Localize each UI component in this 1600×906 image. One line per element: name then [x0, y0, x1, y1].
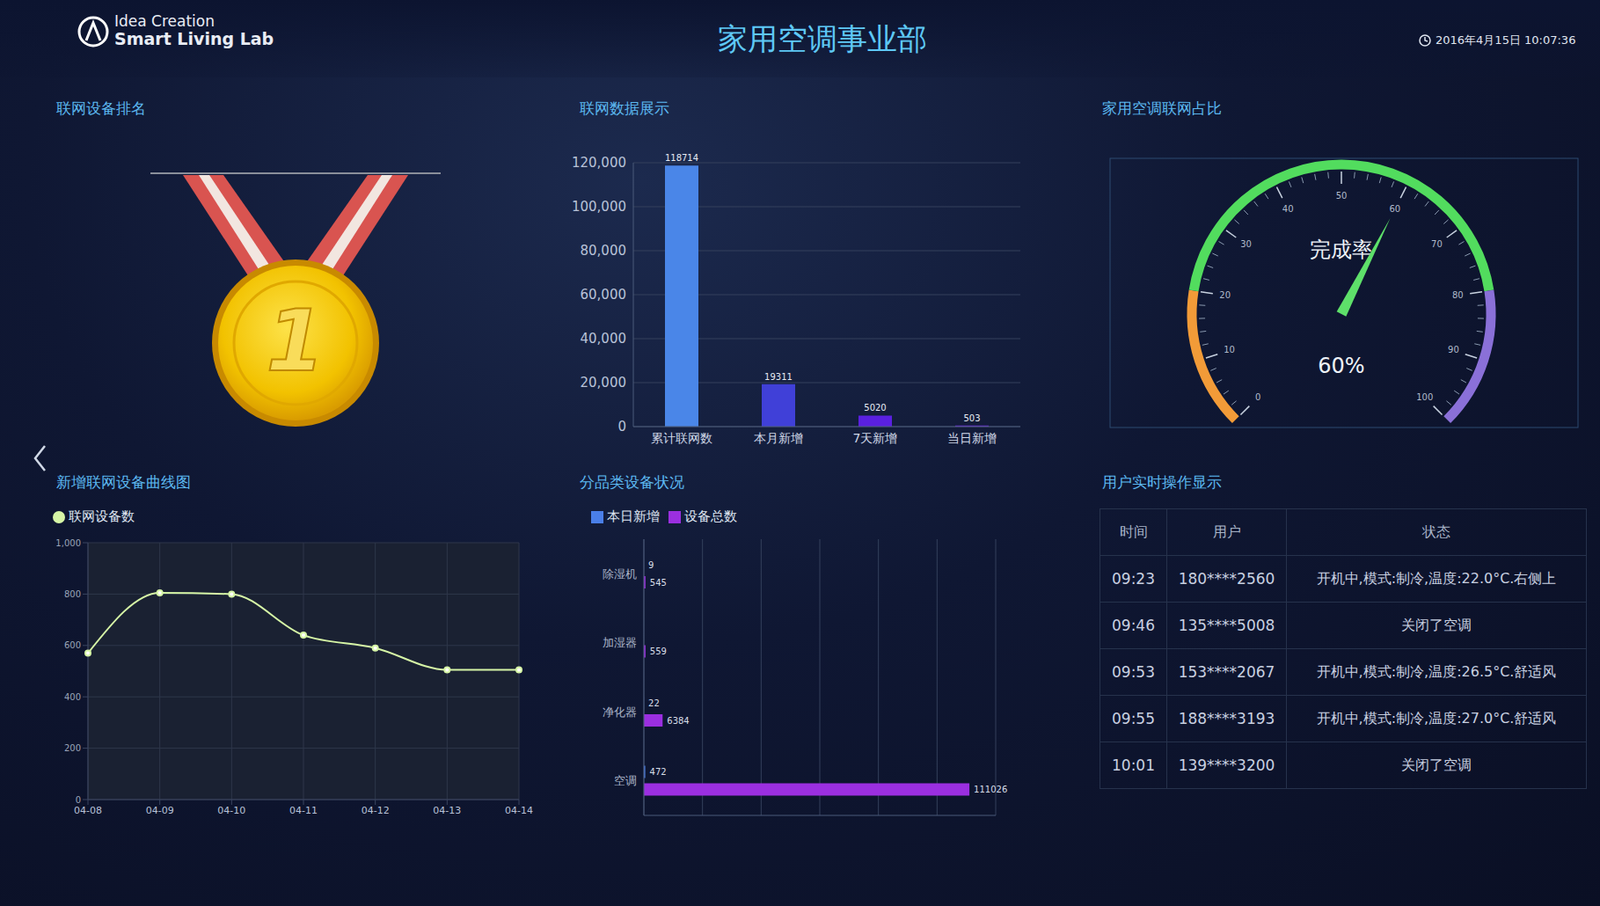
html-text:Smart Living Lab: Smart Living Lab	[114, 29, 274, 49]
svg-text:20,000: 20,000	[580, 374, 628, 391]
svg-text:04-09: 04-09	[146, 804, 175, 817]
html-text:联网设备数: 联网设备数	[68, 508, 135, 525]
svg-text:111026: 111026	[973, 784, 1008, 795]
svg-text:800: 800	[64, 589, 81, 600]
svg-text:04-10: 04-10	[217, 804, 246, 817]
svg-text:400: 400	[64, 692, 81, 702]
svg-text:04-13: 04-13	[432, 804, 461, 817]
svg-text:120,000: 120,000	[571, 154, 627, 171]
html-text:开机中,模式:制冷,温度:26.5°C.舒适风: 开机中,模式:制冷,温度:26.5°C.舒适风	[1316, 662, 1557, 680]
svg-text:80,000: 80,000	[580, 242, 628, 259]
svg-text:545: 545	[650, 577, 667, 588]
svg-text:70: 70	[1431, 239, 1443, 249]
html-text:180****2560: 180****2560	[1178, 569, 1275, 588]
svg-text:100,000: 100,000	[571, 198, 627, 215]
html-text:新增联网设备曲线图: 新增联网设备曲线图	[56, 473, 191, 491]
svg-text:完成率: 完成率	[1309, 237, 1374, 263]
html-text:本日新增: 本日新增	[606, 508, 660, 525]
svg-text:40,000: 40,000	[580, 330, 628, 347]
svg-text:加湿器: 加湿器	[602, 635, 637, 650]
svg-text:80: 80	[1452, 290, 1464, 300]
html-text:Idea Creation: Idea Creation	[114, 12, 215, 30]
html-text:关闭了空调: 关闭了空调	[1401, 756, 1472, 773]
svg-text:60%: 60%	[1317, 353, 1365, 379]
html-text:联网设备排名: 联网设备排名	[56, 99, 147, 117]
html-text:2016年4月15日 10:07:36: 2016年4月15日 10:07:36	[1435, 33, 1576, 47]
html-text:188****3193: 188****3193	[1178, 709, 1275, 728]
html-text:153****2067: 153****2067	[1178, 663, 1275, 681]
svg-text:40: 40	[1282, 204, 1294, 214]
html-text:用户: 用户	[1212, 522, 1241, 540]
svg-text:9: 9	[648, 560, 654, 570]
html-text:135****5008: 135****5008	[1178, 616, 1275, 635]
svg-text:50: 50	[1336, 190, 1348, 201]
svg-text:04-08: 04-08	[73, 804, 103, 817]
svg-text:04-12: 04-12	[361, 804, 390, 817]
svg-text:04-11: 04-11	[289, 804, 318, 817]
html-text:开机中,模式:制冷,温度:22.0°C.右侧上: 开机中,模式:制冷,温度:22.0°C.右侧上	[1316, 569, 1557, 587]
svg-text:04-14: 04-14	[504, 804, 534, 817]
html-text:用户实时操作显示: 用户实时操作显示	[1102, 473, 1222, 491]
html-text:家用空调联网占比: 家用空调联网占比	[1102, 99, 1222, 117]
svg-text:600: 600	[64, 640, 81, 651]
html-text:家用空调事业部: 家用空调事业部	[717, 21, 928, 57]
html-text:状态: 状态	[1422, 522, 1451, 540]
svg-text:除湿机: 除湿机	[602, 567, 637, 581]
svg-text:10: 10	[1223, 344, 1235, 355]
svg-text:19311: 19311	[764, 372, 793, 382]
svg-text:当日新增: 当日新增	[947, 431, 997, 446]
svg-text:本月新增: 本月新增	[753, 431, 804, 446]
html-text:联网数据展示: 联网数据展示	[579, 99, 670, 117]
html-text:设备总数: 设备总数	[684, 508, 738, 525]
svg-text:0: 0	[75, 795, 81, 805]
svg-text:7天新增: 7天新增	[853, 431, 899, 446]
svg-text:净化器: 净化器	[602, 705, 637, 719]
svg-text:6384: 6384	[666, 715, 689, 726]
svg-text:200: 200	[64, 743, 81, 753]
html-text:时间: 时间	[1119, 522, 1148, 540]
html-text:139****3200: 139****3200	[1178, 756, 1275, 775]
html-text:10:01: 10:01	[1111, 756, 1155, 775]
svg-text:0: 0	[1255, 392, 1261, 402]
svg-text:22: 22	[648, 698, 660, 709]
svg-text:60,000: 60,000	[580, 286, 628, 303]
svg-text:0: 0	[617, 418, 627, 435]
svg-text:1: 1	[266, 292, 326, 391]
svg-text:60: 60	[1388, 204, 1401, 214]
svg-text:5020: 5020	[863, 402, 886, 413]
svg-text:空调: 空调	[613, 774, 637, 788]
html-text:09:46: 09:46	[1111, 616, 1155, 635]
html-text:分品类设备状况: 分品类设备状况	[579, 473, 685, 491]
svg-text:118714: 118714	[664, 153, 699, 163]
svg-text:90: 90	[1447, 344, 1460, 355]
svg-text:559: 559	[650, 646, 667, 657]
svg-text:100: 100	[1416, 392, 1433, 402]
svg-text:503: 503	[963, 413, 980, 424]
html-text:09:55: 09:55	[1111, 709, 1155, 728]
html-text:09:23: 09:23	[1111, 569, 1155, 588]
svg-text:20: 20	[1219, 290, 1231, 300]
html-text:关闭了空调: 关闭了空调	[1401, 616, 1472, 633]
svg-text:472: 472	[650, 767, 667, 777]
html-text:09:53: 09:53	[1111, 663, 1155, 681]
svg-text:30: 30	[1240, 239, 1252, 249]
svg-text:1,000: 1,000	[55, 538, 81, 548]
svg-text:累计联网数: 累计联网数	[650, 431, 713, 446]
html-text:开机中,模式:制冷,温度:27.0°C.舒适风: 开机中,模式:制冷,温度:27.0°C.舒适风	[1316, 709, 1557, 727]
